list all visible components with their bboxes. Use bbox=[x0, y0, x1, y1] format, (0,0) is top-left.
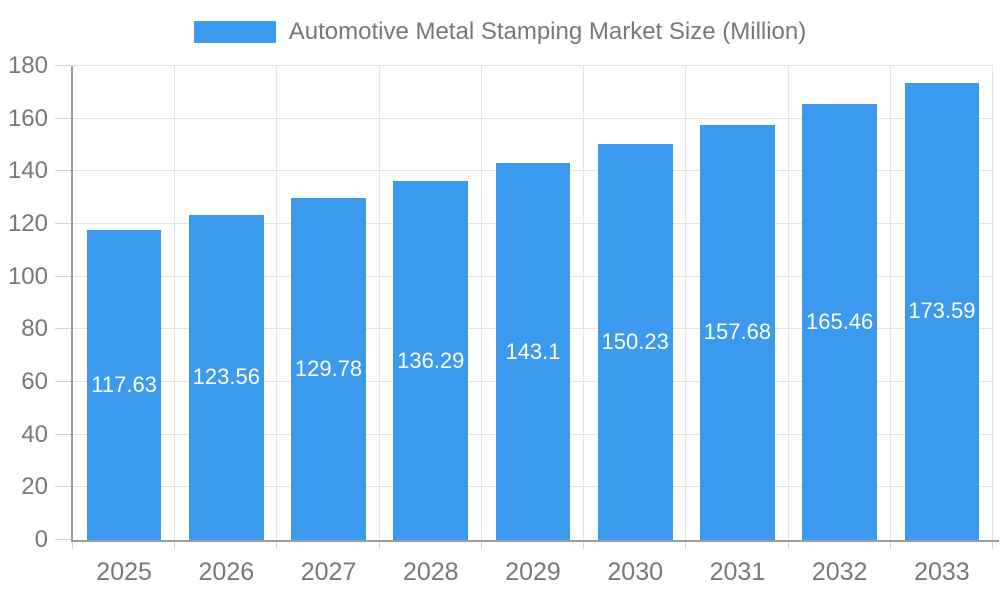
bar-value-label: 117.63 bbox=[91, 372, 157, 398]
bar[interactable]: 173.59 bbox=[904, 82, 980, 540]
y-axis-tick bbox=[55, 223, 71, 225]
x-axis-tick bbox=[174, 542, 176, 549]
bar[interactable]: 165.46 bbox=[802, 104, 877, 540]
x-axis-label: 2025 bbox=[96, 558, 152, 586]
legend-swatch[interactable] bbox=[193, 21, 276, 43]
y-axis-label: 40 bbox=[21, 420, 48, 448]
y-axis-tick bbox=[55, 275, 71, 277]
bar-value-label: 129.78 bbox=[294, 356, 363, 382]
grid-line-horizontal bbox=[73, 117, 993, 119]
x-axis-tick bbox=[378, 542, 380, 549]
y-axis-tick bbox=[55, 381, 71, 383]
bar-value-label: 173.59 bbox=[908, 298, 976, 324]
bar-value-label: 136.29 bbox=[397, 347, 465, 373]
y-axis-tick bbox=[55, 486, 71, 488]
bar-value-label: 157.68 bbox=[703, 319, 772, 345]
grid-line-vertical bbox=[583, 66, 585, 540]
bar-value-label: 143.1 bbox=[505, 338, 561, 364]
y-axis-tick bbox=[55, 539, 71, 540]
y-axis-label: 0 bbox=[34, 526, 48, 553]
x-axis-tick bbox=[583, 542, 585, 549]
x-axis-label: 2033 bbox=[914, 558, 970, 586]
category-slot: 117.63 2025 bbox=[73, 66, 175, 586]
grid-line-vertical bbox=[787, 66, 789, 540]
x-axis-tick bbox=[72, 542, 73, 549]
y-axis-line bbox=[71, 66, 73, 540]
y-axis-label: 120 bbox=[7, 210, 48, 238]
category-slot: 143.1 2029 bbox=[482, 66, 584, 586]
category-slot: 123.56 2026 bbox=[175, 66, 277, 586]
x-axis-tick bbox=[685, 542, 687, 549]
bar[interactable]: 150.23 bbox=[597, 144, 673, 540]
grid-line-vertical bbox=[685, 66, 687, 540]
y-axis-label: 140 bbox=[7, 157, 48, 185]
y-axis-label: 20 bbox=[21, 473, 48, 501]
grid-line-vertical bbox=[276, 66, 278, 540]
y-axis-tick bbox=[55, 433, 71, 435]
category-slot: 129.78 2027 bbox=[277, 66, 379, 586]
grid-line-horizontal bbox=[73, 65, 993, 66]
y-axis-label: 80 bbox=[21, 315, 48, 343]
x-axis-label: 2031 bbox=[709, 558, 766, 586]
bar-value-label: 150.23 bbox=[601, 329, 669, 355]
grid-line-vertical bbox=[992, 66, 993, 540]
x-axis-tick bbox=[992, 542, 993, 549]
category-slot: 165.46 2032 bbox=[789, 66, 891, 586]
bar[interactable]: 129.78 bbox=[291, 198, 366, 540]
bar-value-label: 123.56 bbox=[192, 364, 260, 390]
x-axis-tick bbox=[276, 542, 278, 549]
x-axis-line bbox=[71, 540, 999, 542]
plot-area[interactable]: 0 20 40 60 80 100 120 140 160 180 117.63 2025 123.56… bbox=[8, 54, 999, 586]
x-axis-label: 2026 bbox=[198, 558, 255, 586]
y-axis-tick bbox=[55, 170, 71, 172]
y-axis-label: 180 bbox=[7, 52, 48, 79]
y-axis-label: 60 bbox=[21, 368, 48, 396]
x-axis-label: 2032 bbox=[811, 558, 868, 586]
bar[interactable]: 117.63 bbox=[86, 230, 162, 540]
y-axis-tick bbox=[55, 328, 71, 330]
bar[interactable]: 123.56 bbox=[189, 214, 264, 540]
x-axis-label: 2030 bbox=[607, 558, 664, 586]
x-axis-label: 2028 bbox=[402, 558, 459, 586]
grid-line-vertical bbox=[174, 66, 176, 540]
bar[interactable]: 143.1 bbox=[495, 163, 571, 540]
category-slot: 157.68 2031 bbox=[686, 66, 788, 586]
category-slot: 136.29 2028 bbox=[380, 66, 482, 586]
bar[interactable]: 157.68 bbox=[700, 124, 775, 540]
x-axis-tick bbox=[889, 542, 891, 549]
legend[interactable]: Automotive Metal Stamping Market Size (M… bbox=[0, 19, 1000, 45]
y-axis-label: 100 bbox=[7, 262, 48, 290]
bar-value-label: 165.46 bbox=[805, 309, 874, 335]
y-axis-tick bbox=[55, 65, 71, 66]
x-axis-label: 2027 bbox=[300, 558, 357, 586]
category-slot: 173.59 2033 bbox=[891, 66, 993, 586]
y-axis-label: 160 bbox=[7, 104, 48, 132]
grid-line-vertical bbox=[378, 66, 380, 540]
grid-line-vertical bbox=[480, 66, 482, 540]
y-axis-tick bbox=[55, 117, 71, 119]
category-slot: 150.23 2030 bbox=[584, 66, 686, 586]
grid-line-vertical bbox=[889, 66, 891, 540]
x-axis-tick bbox=[480, 542, 482, 549]
x-axis-label: 2029 bbox=[505, 558, 561, 586]
x-axis-tick bbox=[787, 542, 789, 549]
bar[interactable]: 136.29 bbox=[393, 181, 469, 540]
legend-label[interactable]: Automotive Metal Stamping Market Size (M… bbox=[288, 18, 807, 45]
